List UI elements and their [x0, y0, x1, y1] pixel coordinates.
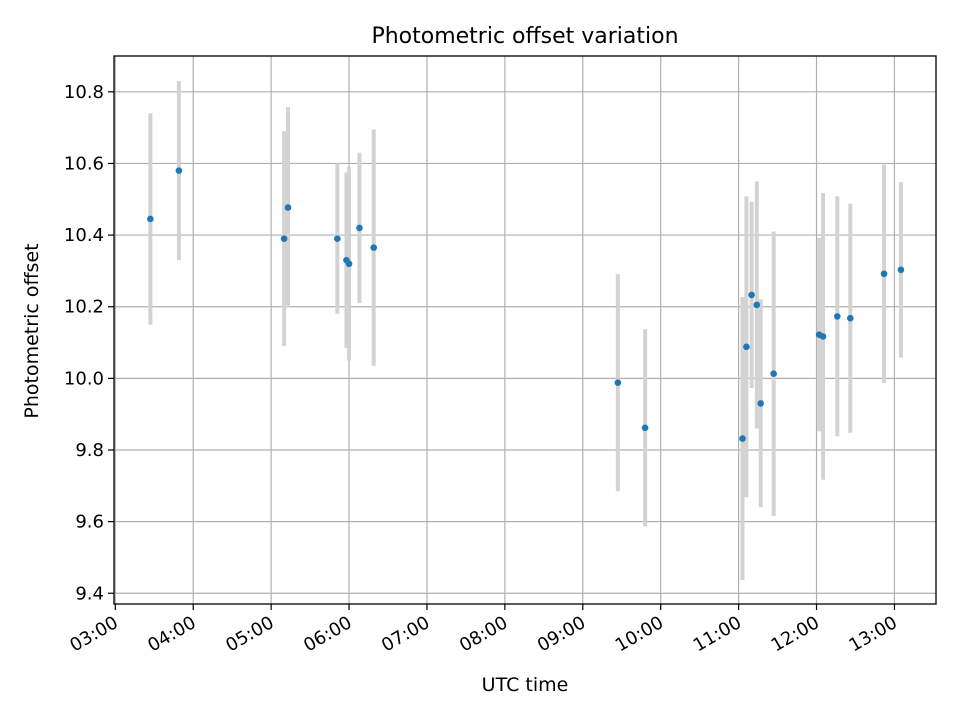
data-point — [370, 244, 378, 251]
data-point — [846, 314, 854, 322]
y-tick-label: 10.6 — [64, 153, 104, 174]
y-tick-label: 10.2 — [64, 297, 104, 318]
data-points — [147, 167, 905, 442]
data-point — [834, 313, 841, 320]
data-point — [356, 224, 363, 232]
chart-title: Photometric offset variation — [371, 24, 678, 49]
data-point — [345, 260, 353, 268]
data-point — [175, 167, 183, 174]
y-tick-label: 10.0 — [64, 368, 104, 389]
data-point — [753, 301, 761, 309]
data-point — [280, 235, 288, 242]
data-point — [880, 270, 888, 278]
data-point — [641, 424, 649, 432]
y-axis-label: Photometric offset — [21, 243, 43, 418]
data-point — [770, 370, 777, 377]
y-tick-label: 9.6 — [75, 512, 104, 533]
data-point — [334, 235, 341, 242]
plot-area-frame — [113, 55, 937, 605]
data-point — [284, 204, 292, 211]
data-point — [757, 400, 764, 407]
data-point — [147, 215, 154, 223]
y-tick-label: 9.4 — [75, 583, 104, 604]
y-axis-ticks: 9.4 9.6 9.8 10.0 10.2 10.4 10.6 10.8 — [64, 82, 114, 604]
data-point — [614, 379, 622, 386]
grid-lines — [114, 56, 936, 604]
y-tick-label: 9.8 — [75, 440, 104, 461]
data-point — [748, 291, 755, 299]
y-tick-label: 10.4 — [64, 225, 104, 246]
data-point — [897, 266, 905, 274]
data-point — [819, 333, 827, 340]
x-axis-label: UTC time — [482, 674, 569, 696]
y-tick-label: 10.8 — [64, 82, 104, 103]
data-point — [739, 435, 746, 442]
data-point — [743, 343, 750, 351]
